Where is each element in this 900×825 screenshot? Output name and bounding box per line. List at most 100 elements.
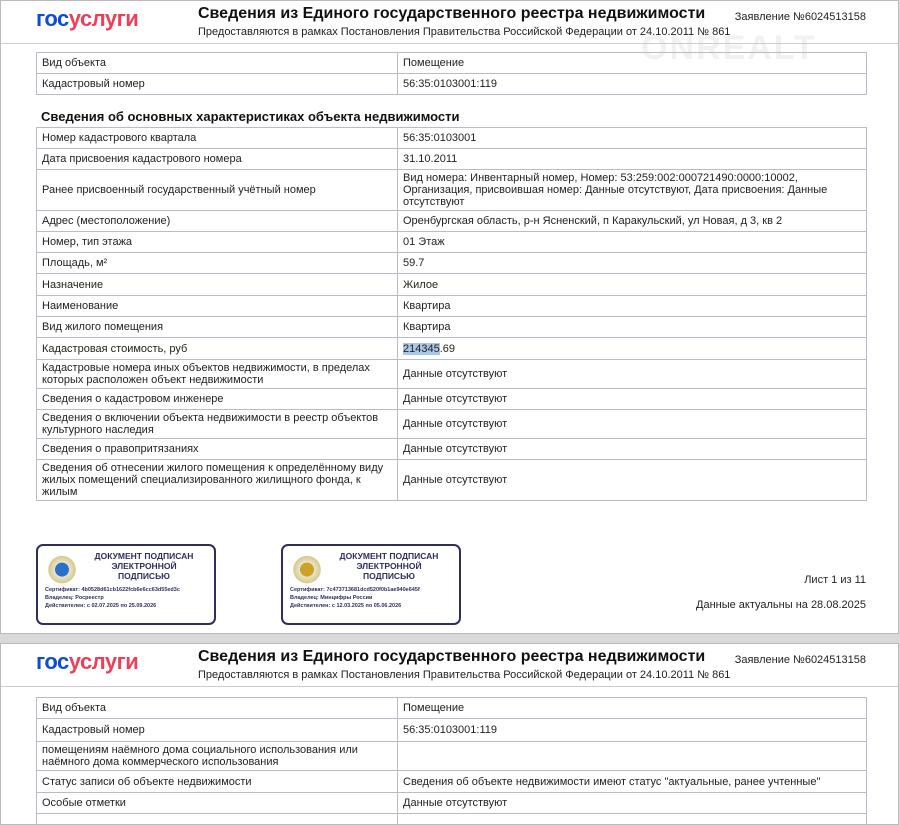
- table-row: Адрес (местоположение)Оренбургская облас…: [37, 211, 867, 232]
- emblem-icon: [293, 552, 321, 584]
- cell-value: Данные отсутствуют: [398, 360, 867, 389]
- cell-value: 56:35:0103001:119: [398, 719, 867, 742]
- stamp-line: ЭЛЕКТРОННОЙ: [84, 561, 204, 571]
- document-title: Сведения из Единого государственного рее…: [198, 648, 705, 666]
- page-header: госуслуги Сведения из Единого государств…: [1, 644, 898, 687]
- stamp-line: ЭЛЕКТРОННОЙ: [329, 561, 449, 571]
- cell-value: 31.10.2011: [398, 149, 867, 170]
- cell-label: Дата присвоения кадастрового номера: [37, 149, 398, 170]
- certificate: Сертификат: 7c473713681dcd520f0b1ae940e6…: [290, 586, 420, 594]
- cell-value: Данные отсутствуют: [398, 793, 867, 814]
- cell-value: [398, 814, 867, 825]
- cell-label: Сведения о включении объекта недвижимост…: [37, 410, 398, 439]
- document-title: Сведения из Единого государственного рее…: [198, 5, 705, 23]
- cell-label: Номер, тип этажа: [37, 232, 398, 253]
- data-actual-date: Данные актуальны на 28.08.2025: [696, 599, 866, 611]
- cell-label: Кадастровый номер: [37, 719, 398, 742]
- cell-value: Квартира: [398, 317, 867, 338]
- cell-value: Вид номера: Инвентарный номер, Номер: 53…: [398, 170, 867, 211]
- table-row: Ранее присвоенный государственный учётны…: [37, 170, 867, 211]
- page-2: госуслуги Сведения из Единого государств…: [0, 643, 899, 825]
- cell-label: Площадь, м²: [37, 253, 398, 274]
- cell-value: [398, 742, 867, 771]
- table-row: Сведения о включении объекта недвижимост…: [37, 410, 867, 439]
- page-header: госуслуги Сведения из Единого государств…: [1, 1, 898, 44]
- cell-label: Кадастровые номера иных объектов недвижи…: [37, 360, 398, 389]
- cell-label: Кадастровая стоимость, руб: [37, 338, 398, 360]
- cell-value: Жилое: [398, 274, 867, 296]
- table-row: Сведения об отнесении жилого помещения к…: [37, 460, 867, 501]
- cell-label: Особые отметки: [37, 793, 398, 814]
- cell-label: Сведения об отнесении жилого помещения к…: [37, 460, 398, 501]
- logo-part: услуги: [69, 649, 139, 674]
- cell-label: [37, 814, 398, 825]
- cell-label: Кадастровый номер: [37, 74, 398, 95]
- logo-part: гос: [36, 6, 69, 31]
- cell-value: 59.7: [398, 253, 867, 274]
- owner: Владелец: Росреестр: [45, 594, 180, 602]
- selected-text[interactable]: 214345: [403, 343, 440, 355]
- cell-value: 01 Этаж: [398, 232, 867, 253]
- cell-value: 56:35:0103001:119: [398, 74, 867, 95]
- stamp-line: ДОКУМЕНТ ПОДПИСАН: [329, 551, 449, 561]
- cell-value[interactable]: 214345.69: [398, 338, 867, 360]
- cell-value: Квартира: [398, 296, 867, 317]
- cell-label: Адрес (местоположение): [37, 211, 398, 232]
- cell-value: Данные отсутствуют: [398, 439, 867, 460]
- sheet-number: Лист 1 из 11: [804, 574, 866, 586]
- logo-part: гос: [36, 649, 69, 674]
- table-row: Кадастровые номера иных объектов недвижи…: [37, 360, 867, 389]
- request-number: Заявление №6024513158: [735, 11, 866, 23]
- cell-label: Наименование: [37, 296, 398, 317]
- certificate: Сертификат: 4b0528d61cb1622fcb6e6cc63d55…: [45, 586, 180, 594]
- cell-label: Номер кадастрового квартала: [37, 128, 398, 149]
- document-subtitle: Предоставляются в рамках Постановления П…: [198, 669, 730, 681]
- cell-value: Данные отсутствуют: [398, 410, 867, 439]
- section-title: Сведения об основных характеристиках объ…: [41, 109, 460, 124]
- cell-label: Статус записи об объекте недвижимости: [37, 771, 398, 793]
- cell-value: Данные отсутствуют: [398, 389, 867, 410]
- cell-label: Вид объекта: [37, 53, 398, 74]
- cell-label: Сведения о кадастровом инженере: [37, 389, 398, 410]
- cell-value: Сведения об объекте недвижимости имеют с…: [398, 771, 867, 793]
- document-subtitle: Предоставляются в рамках Постановления П…: [198, 26, 730, 38]
- cell-label: Назначение: [37, 274, 398, 296]
- cell-label: Сведения о правопритязаниях: [37, 439, 398, 460]
- stamp-line: ПОДПИСЬЮ: [84, 571, 204, 581]
- stamp-line: ПОДПИСЬЮ: [329, 571, 449, 581]
- cell-value: Данные отсутствуют: [398, 460, 867, 501]
- stamp-info: Сертификат: 7c473713681dcd520f0b1ae940e6…: [290, 586, 420, 610]
- stamp-line: ДОКУМЕНТ ПОДПИСАН: [84, 551, 204, 561]
- cell-label: Ранее присвоенный государственный учётны…: [37, 170, 398, 211]
- emblem-icon: [48, 552, 76, 584]
- cell-value: Оренбургская область, р-н Ясненский, п К…: [398, 211, 867, 232]
- cell-value: 56:35:0103001: [398, 128, 867, 149]
- gosuslugi-logo: госуслуги: [36, 6, 138, 32]
- value-rest: .69: [440, 343, 455, 355]
- validity: Действителен: с 12.03.2025 по 05.06.2026: [290, 602, 420, 610]
- owner: Владелец: Минцифры России: [290, 594, 420, 602]
- cell-value: Помещение: [398, 698, 867, 719]
- request-number: Заявление №6024513158: [735, 654, 866, 666]
- table-row: помещениям наёмного дома социального исп…: [37, 742, 867, 771]
